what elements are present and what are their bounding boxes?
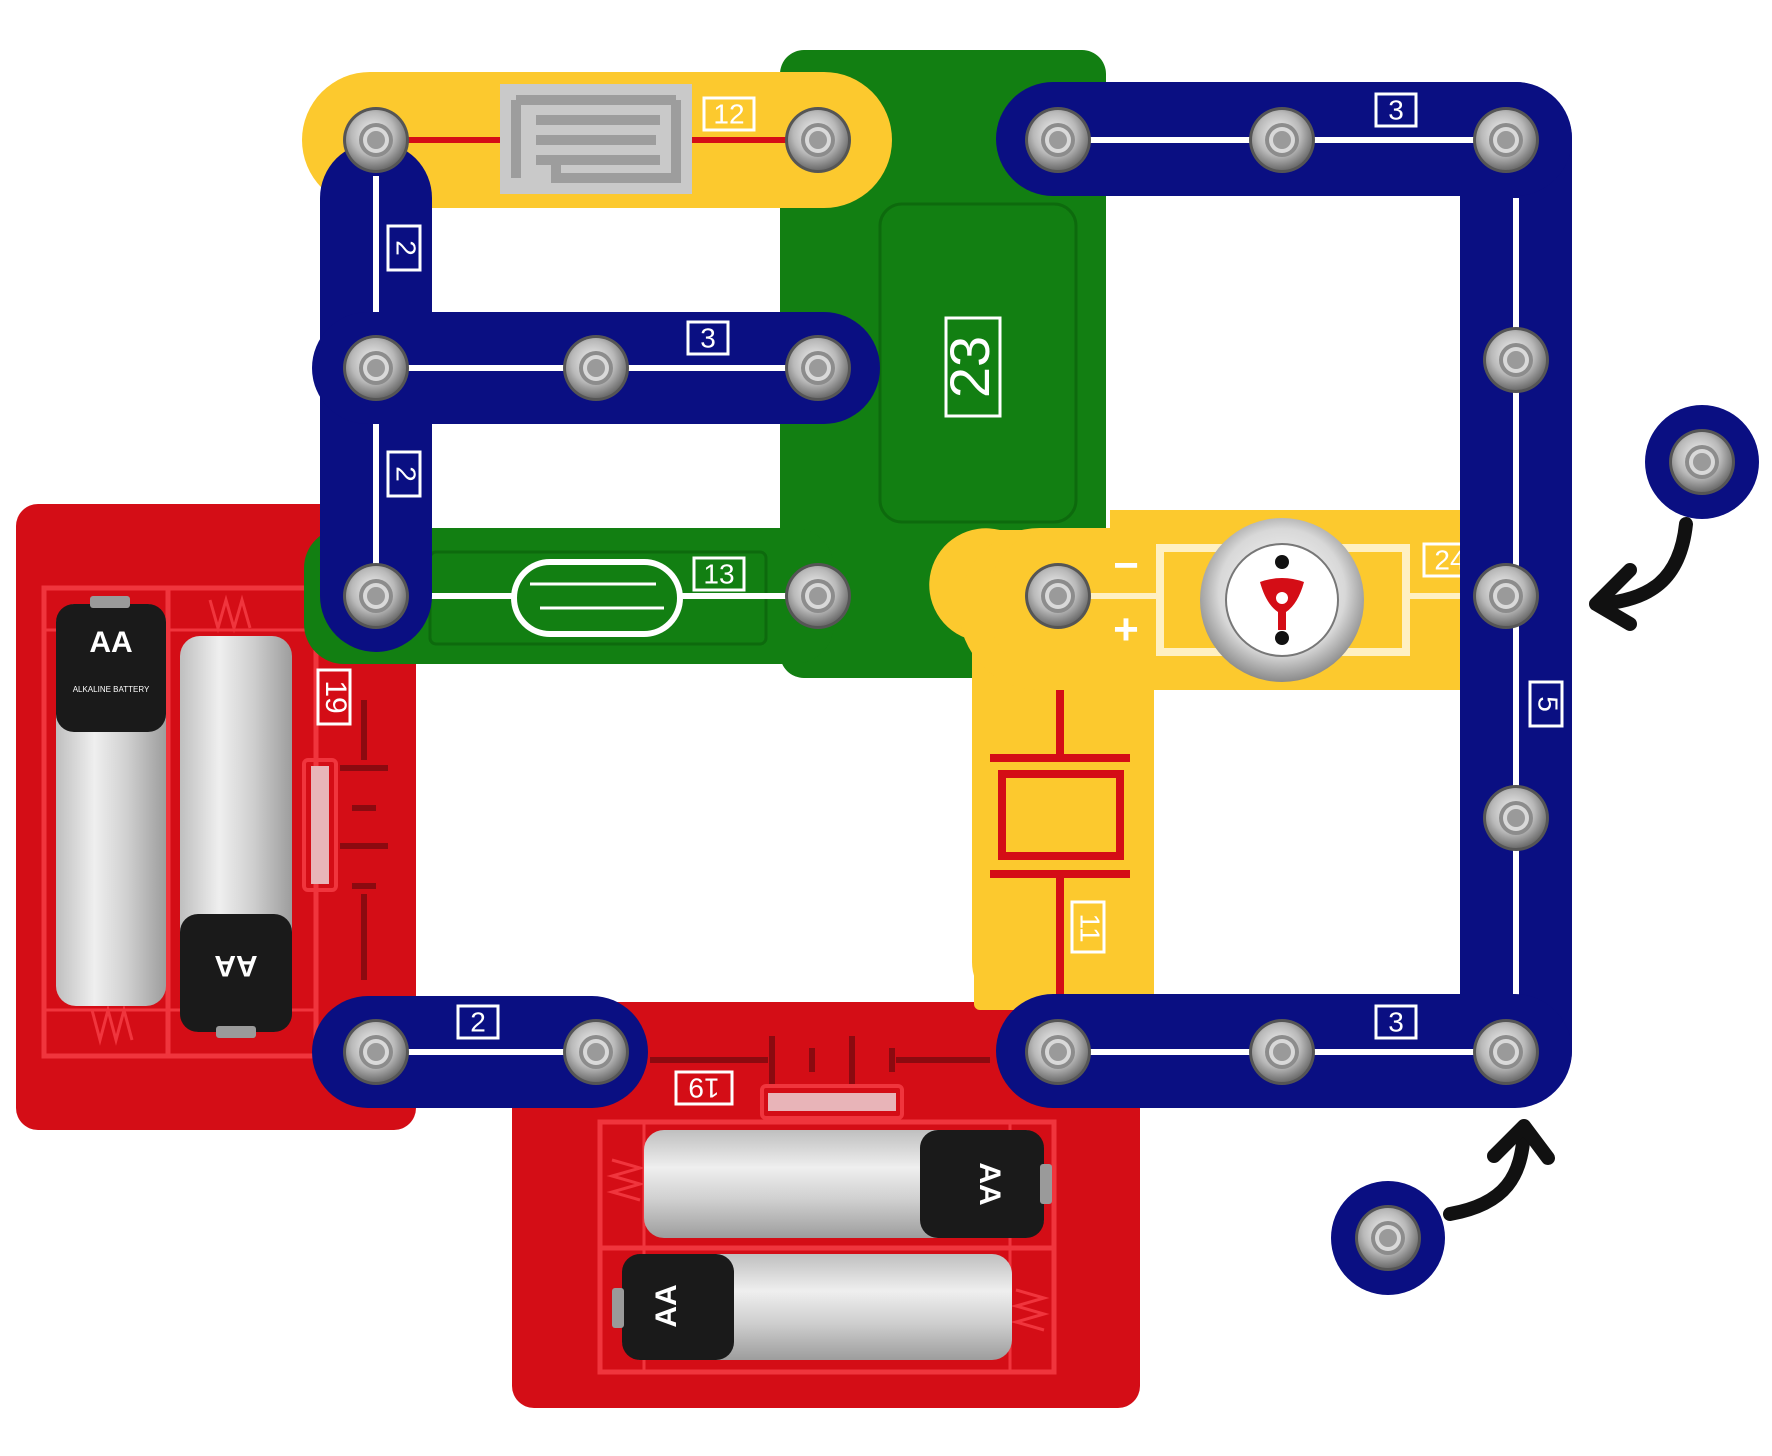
snap-post-icon[interactable] — [343, 563, 409, 629]
part-number-11: 11 — [1070, 900, 1106, 954]
aa-battery-icon: AA — [644, 1130, 1052, 1238]
snap-post-icon[interactable] — [1355, 1205, 1421, 1271]
motor-icon — [1200, 518, 1364, 682]
part-number-2-bottom: 2 — [456, 1004, 500, 1040]
snap-post-icon[interactable] — [563, 335, 629, 401]
snap-post-icon[interactable] — [785, 335, 851, 401]
svg-text:AA: AA — [214, 949, 257, 982]
part-number-12: 12 — [702, 96, 756, 132]
motor-24[interactable]: − + 24 — [959, 510, 1564, 690]
snap-post-icon[interactable] — [1483, 327, 1549, 393]
curved-arrow-icon — [1589, 517, 1693, 631]
svg-text:23: 23 — [938, 336, 1001, 398]
reed-switch-icon — [511, 559, 683, 637]
snap-post-icon[interactable] — [1669, 429, 1735, 495]
snap-post-icon[interactable] — [563, 1019, 629, 1085]
aa-battery-icon: AA — [612, 1254, 1012, 1360]
part-number-3-mid: 3 — [686, 320, 730, 356]
svg-text:3: 3 — [1388, 1006, 1404, 1037]
svg-text:13: 13 — [703, 558, 734, 589]
wire-2-bottom[interactable]: 2 — [312, 996, 648, 1108]
aa-battery-icon: AA ALKALINE BATTERY — [56, 596, 166, 1006]
svg-text:AA: AA — [650, 1284, 683, 1327]
sensor-12[interactable]: 12 — [302, 72, 892, 208]
snap-post-icon[interactable] — [343, 107, 409, 173]
part-number-13: 13 — [692, 556, 746, 592]
sensor-icon — [500, 84, 692, 194]
snap-post-icon[interactable] — [785, 563, 851, 629]
snap-post-icon[interactable] — [1025, 563, 1091, 629]
curved-arrow-icon — [1443, 1119, 1555, 1221]
svg-text:AA: AA — [973, 1162, 1006, 1205]
svg-text:5: 5 — [1533, 696, 1564, 712]
svg-text:3: 3 — [1388, 94, 1404, 125]
snap-post-icon[interactable] — [1249, 107, 1315, 173]
motor-plus-sign: + — [1113, 605, 1139, 654]
snap-post-icon[interactable] — [343, 335, 409, 401]
svg-text:19: 19 — [688, 1073, 719, 1104]
svg-text:3: 3 — [700, 322, 716, 353]
part-number-5: 5 — [1528, 680, 1564, 728]
snap-post-icon[interactable] — [343, 1019, 409, 1085]
svg-text:2: 2 — [391, 466, 422, 482]
svg-text:2: 2 — [470, 1006, 486, 1037]
part-number-23: 23 — [938, 316, 1002, 418]
part-number-3-bottom: 3 — [1374, 1004, 1418, 1040]
aa-battery-icon: AA — [180, 636, 292, 1038]
snap-post-icon[interactable] — [1473, 1019, 1539, 1085]
snap-post-icon[interactable] — [1473, 563, 1539, 629]
part-number-2-top: 2 — [386, 224, 422, 272]
snap-post-icon[interactable] — [785, 107, 851, 173]
svg-text:12: 12 — [713, 98, 744, 129]
svg-text:19: 19 — [319, 680, 352, 713]
part-number-19-left: 19 — [316, 668, 352, 726]
snap-post-icon[interactable] — [1249, 1019, 1315, 1085]
snap-post-icon[interactable] — [1473, 107, 1539, 173]
snap-post-icon[interactable] — [1483, 785, 1549, 851]
part-number-19-bottom: 19 — [674, 1070, 734, 1106]
snap-post-icon[interactable] — [1025, 107, 1091, 173]
svg-text:AA: AA — [89, 626, 132, 659]
battery-holder-left[interactable]: 19 AA ALKALINE BATTERY AA — [16, 504, 416, 1130]
part-number-3-top: 3 — [1374, 92, 1418, 128]
part-number-2-mid: 2 — [386, 450, 422, 498]
svg-text:ALKALINE BATTERY: ALKALINE BATTERY — [73, 685, 150, 694]
svg-text:2: 2 — [391, 240, 422, 256]
snap-post-icon[interactable] — [1025, 1019, 1091, 1085]
svg-text:11: 11 — [1075, 913, 1106, 942]
battery-holder-bottom[interactable]: 19 AA AA — [512, 1002, 1140, 1408]
motor-minus-sign: − — [1113, 541, 1139, 590]
green-module-23[interactable]: 23 — [780, 50, 1106, 678]
